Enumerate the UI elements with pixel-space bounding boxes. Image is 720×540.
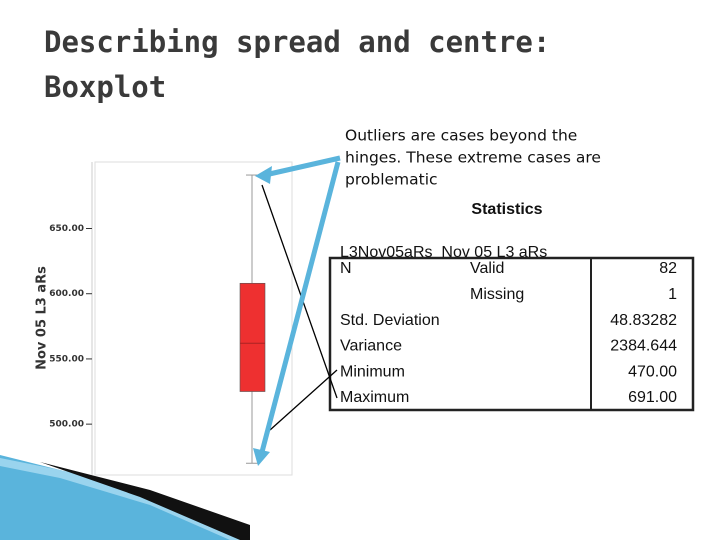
box <box>239 282 266 392</box>
arrows <box>253 155 341 466</box>
callout-arrow <box>264 155 341 178</box>
row-label: Maximum <box>340 389 409 406</box>
pointer-line <box>269 369 338 431</box>
y-tick-label: 650.00 <box>49 224 84 234</box>
y-axis-label: Nov 05 L3 aRs <box>35 266 50 370</box>
callout-arrow <box>259 161 341 453</box>
row-sublabel: Valid <box>470 260 504 277</box>
y-tick-label: 550.00 <box>49 354 84 364</box>
row-label: Std. Deviation <box>340 312 440 329</box>
title-line: Boxplot <box>44 70 166 104</box>
table-title: Statistics <box>471 201 542 218</box>
row-label: Minimum <box>340 363 405 380</box>
row-value: 1 <box>668 286 677 303</box>
callout-line: problematic <box>345 171 438 189</box>
y-tick-label: 500.00 <box>49 420 84 430</box>
decor-swoosh <box>0 458 250 540</box>
y-tick-label: 600.00 <box>49 289 84 299</box>
row-value: 470.00 <box>628 363 677 380</box>
row-label: Variance <box>340 338 402 355</box>
row-value: 48.83282 <box>610 312 677 329</box>
callout-line: hinges. These extreme cases are <box>345 149 601 167</box>
table-frame <box>328 256 695 412</box>
row-sublabel: Missing <box>470 286 524 303</box>
row-label: N <box>340 260 352 277</box>
pointer-line <box>261 184 338 399</box>
title-line: Describing spread and centre: <box>44 25 550 59</box>
arrow-head <box>255 166 272 184</box>
row-value: 2384.644 <box>610 338 677 355</box>
row-value: 82 <box>659 260 677 277</box>
table-body: N Valid 82 Missing 1 Std. Deviation 48.83282 Va… <box>340 260 677 406</box>
chart: 500.00 550.00 600.00 650.00 Nov 05 L3 aRs <box>35 174 266 464</box>
row-value: 691.00 <box>628 389 677 406</box>
arrow-head <box>253 448 270 466</box>
callout-line: Outliers are cases beyond the <box>345 127 577 145</box>
decor-swoosh <box>40 462 250 540</box>
